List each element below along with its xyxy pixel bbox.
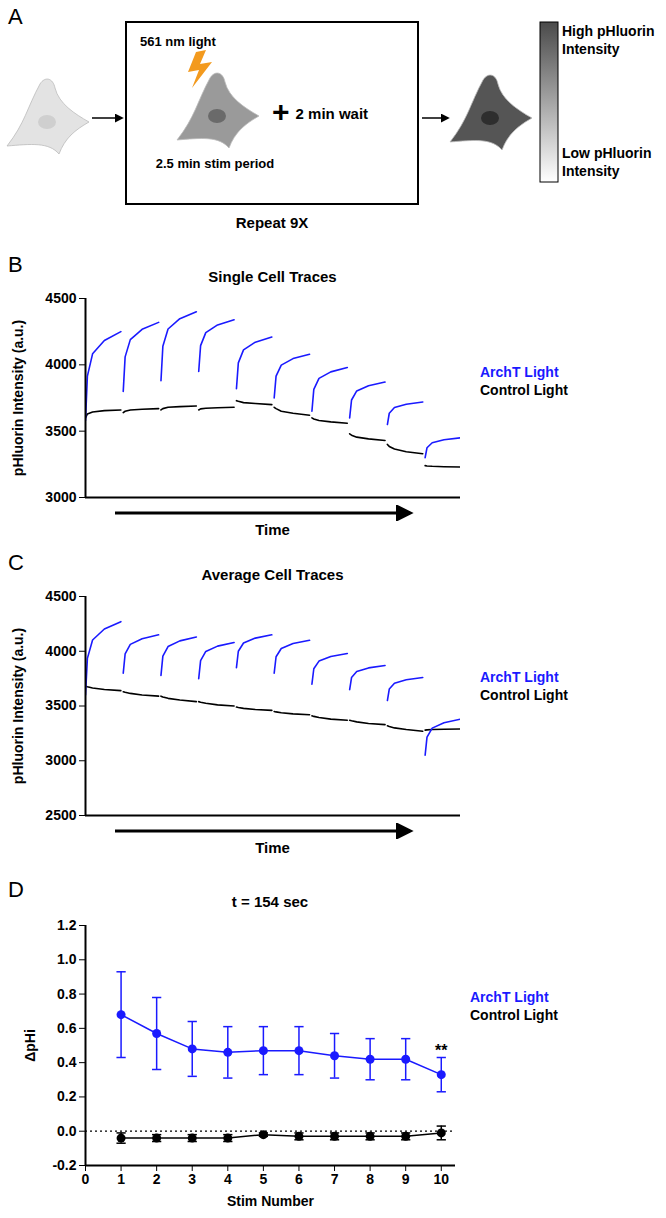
svg-text:High pHluorinIntensity: High pHluorinIntensity (562, 23, 655, 57)
html-text:D: D (8, 877, 24, 902)
svg-text:7: 7 (331, 1171, 339, 1187)
svg-text:9: 9 (402, 1171, 410, 1187)
svg-text:0.8: 0.8 (57, 986, 77, 1002)
html-text:ArchT Light: ArchT Light (470, 989, 549, 1005)
svg-text:2: 2 (153, 1171, 161, 1187)
html-text:Average Cell Traces: Average Cell Traces (201, 566, 344, 583)
svg-text:561 nm light: 561 nm light (140, 34, 217, 49)
svg-text:-0.2: -0.2 (52, 1157, 76, 1173)
html-text:Time: Time (255, 521, 290, 538)
svg-text:4500: 4500 (45, 588, 76, 604)
svg-text:**: ** (435, 1042, 448, 1059)
svg-text:0.0: 0.0 (57, 1123, 77, 1139)
html-text:Control Light: Control Light (470, 1007, 558, 1023)
html-text:Control Light: Control Light (480, 382, 568, 399)
svg-text:ΔpHi: ΔpHi (22, 1029, 38, 1062)
svg-text:pHluorin Intensity (a.u.): pHluorin Intensity (a.u.) (10, 320, 26, 476)
svg-text:3000: 3000 (45, 752, 76, 768)
svg-text:1: 1 (117, 1171, 125, 1187)
svg-text:8: 8 (366, 1171, 374, 1187)
html-text:B: B (8, 252, 23, 277)
svg-text:1.2: 1.2 (57, 917, 77, 933)
svg-text:4500: 4500 (45, 290, 76, 306)
svg-text:3: 3 (188, 1171, 196, 1187)
html-text:C: C (8, 550, 24, 575)
html-text:t = 154 sec: t = 154 sec (231, 893, 309, 910)
svg-text:0.2: 0.2 (57, 1088, 77, 1104)
html-text:Control Light: Control Light (480, 687, 568, 704)
html-text:Time: Time (255, 839, 290, 856)
svg-text:Repeat 9X: Repeat 9X (236, 214, 309, 231)
svg-text:Low pHluorinIntensity: Low pHluorinIntensity (562, 145, 651, 179)
html-text:ArchT Light: ArchT Light (480, 669, 559, 686)
svg-text:0.4: 0.4 (57, 1054, 77, 1070)
svg-text:+2 min wait: +2 min wait (272, 95, 368, 128)
html-text:Single Cell Traces: Single Cell Traces (208, 268, 337, 285)
svg-text:10: 10 (433, 1171, 449, 1187)
svg-text:1.0: 1.0 (57, 951, 77, 967)
svg-text:A: A (8, 4, 23, 29)
svg-text:0: 0 (82, 1171, 90, 1187)
svg-text:3500: 3500 (45, 423, 76, 439)
svg-text:Stim Number: Stim Number (227, 1193, 315, 1209)
svg-text:3500: 3500 (45, 697, 76, 713)
svg-text:4: 4 (224, 1171, 232, 1187)
svg-text:2500: 2500 (45, 807, 76, 823)
svg-text:5: 5 (259, 1171, 267, 1187)
svg-text:pHluorin Intensity (a.u.): pHluorin Intensity (a.u.) (10, 628, 26, 784)
html-text:ArchT Light: ArchT Light (480, 364, 559, 381)
svg-text:4000: 4000 (45, 356, 76, 372)
svg-text:0.6: 0.6 (57, 1020, 77, 1036)
svg-text:3000: 3000 (45, 489, 76, 505)
svg-text:4000: 4000 (45, 643, 76, 659)
svg-text:2.5 min stim period: 2.5 min stim period (156, 156, 275, 171)
svg-text:6: 6 (295, 1171, 303, 1187)
